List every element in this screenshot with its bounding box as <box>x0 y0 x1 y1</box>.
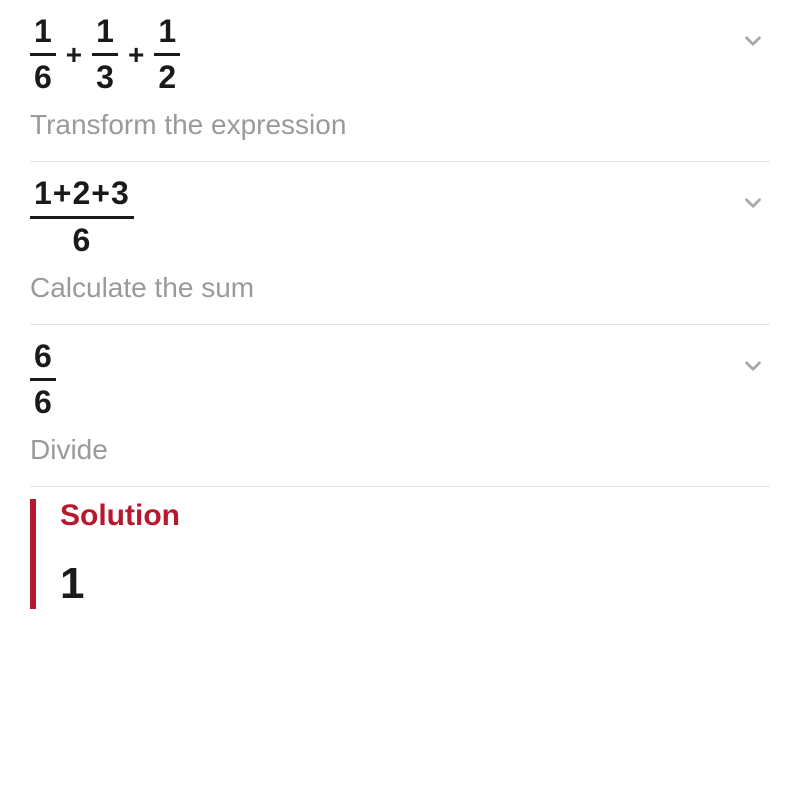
fraction-2-den: 3 <box>92 58 118 97</box>
chevron-down-icon[interactable] <box>740 28 766 59</box>
fraction-bar <box>154 53 180 56</box>
fraction-combined-num: 1+2+3 <box>30 174 134 213</box>
expression-1: 1 6 + 1 3 + 1 2 <box>30 12 770 97</box>
fraction-3-den: 2 <box>154 58 180 97</box>
fraction-1: 1 6 <box>30 12 56 97</box>
fraction-bar <box>30 53 56 56</box>
fraction-bar <box>30 216 134 219</box>
fraction-1-num: 1 <box>30 12 56 51</box>
fraction-bar <box>92 53 118 56</box>
solution-value: 1 <box>60 559 770 609</box>
step-3-content: 6 6 Divide <box>30 325 770 486</box>
operator-plus: + <box>128 41 144 69</box>
expression-2: 1+2+3 6 <box>30 174 770 259</box>
solution-section: Solution 1 <box>30 499 770 609</box>
instruction-2: Calculate the sum <box>30 272 770 304</box>
fraction-combined: 1+2+3 6 <box>30 174 134 259</box>
fraction-2: 1 3 <box>92 12 118 97</box>
fraction-bar <box>30 378 56 381</box>
fraction-combined-den: 6 <box>68 221 95 260</box>
instruction-3: Divide <box>30 434 770 466</box>
fraction-2-num: 1 <box>92 12 118 51</box>
step-2-content: 1+2+3 6 Calculate the sum <box>30 162 770 323</box>
operator-plus: + <box>66 41 82 69</box>
instruction-1: Transform the expression <box>30 109 770 141</box>
fraction-66-den: 6 <box>30 383 56 422</box>
fraction-1-den: 6 <box>30 58 56 97</box>
step-1: 1 6 + 1 3 + 1 2 Transform the expression <box>0 0 800 161</box>
chevron-down-icon[interactable] <box>740 190 766 221</box>
solution-label: Solution <box>60 499 770 533</box>
solution-step: Solution 1 <box>0 499 800 609</box>
fraction-six-over-six: 6 6 <box>30 337 56 422</box>
step-2: 1+2+3 6 Calculate the sum <box>0 162 800 323</box>
chevron-down-icon[interactable] <box>740 353 766 384</box>
fraction-3-num: 1 <box>154 12 180 51</box>
divider <box>30 486 770 487</box>
step-3: 6 6 Divide <box>0 325 800 486</box>
fraction-3: 1 2 <box>154 12 180 97</box>
expression-3: 6 6 <box>30 337 770 422</box>
step-1-content: 1 6 + 1 3 + 1 2 Transform the expression <box>30 0 770 161</box>
fraction-66-num: 6 <box>30 337 56 376</box>
